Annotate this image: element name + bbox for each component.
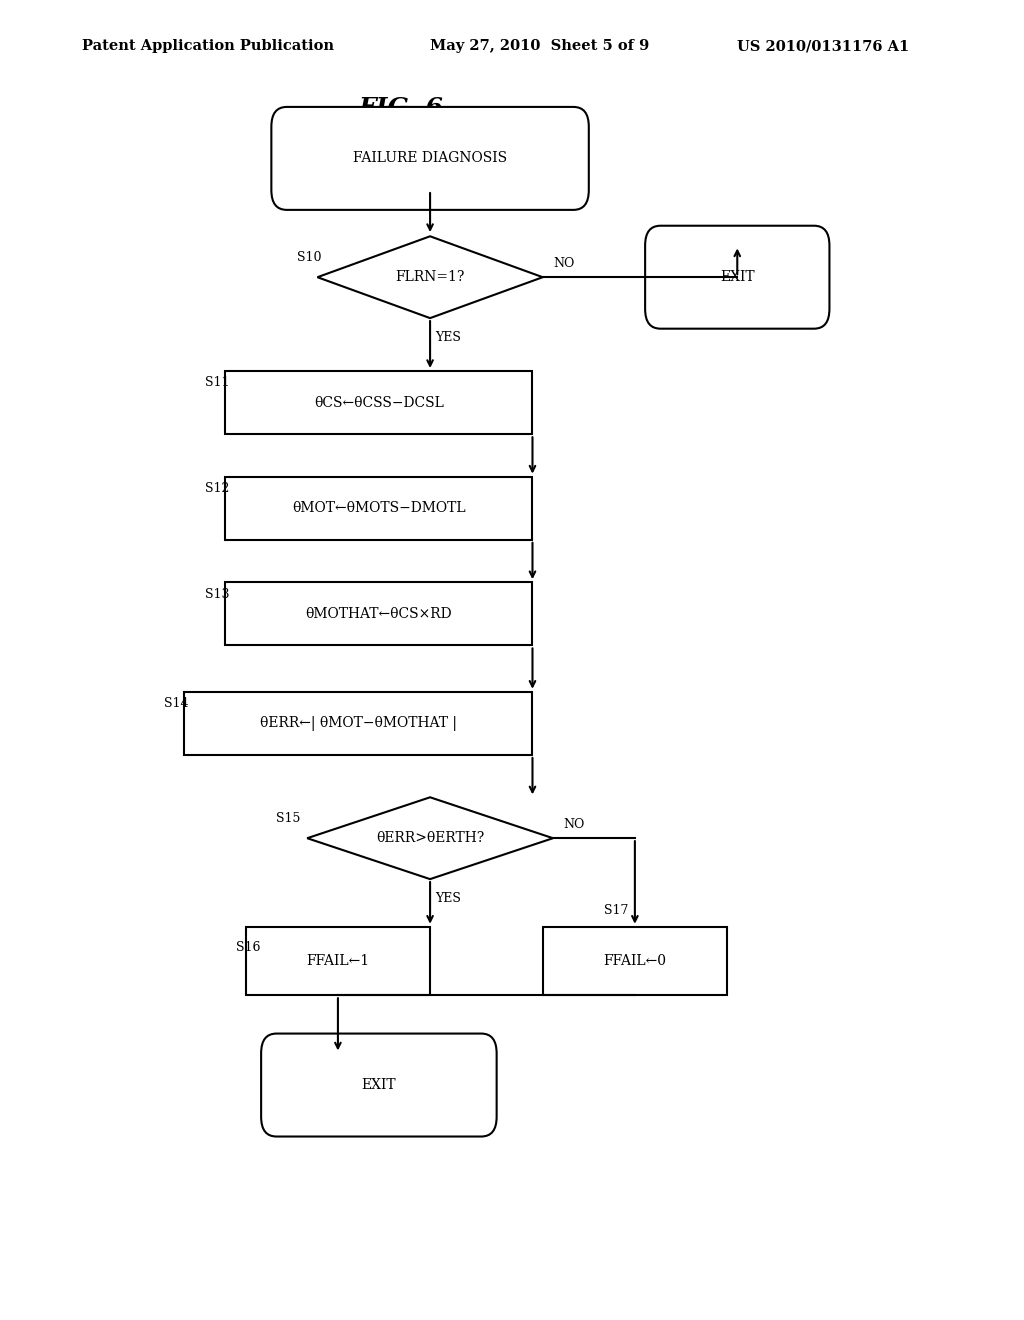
- Text: FFAIL←1: FFAIL←1: [306, 954, 370, 968]
- Text: θERR>θERTH?: θERR>θERTH?: [376, 832, 484, 845]
- Bar: [543, 927, 727, 995]
- Text: S14: S14: [164, 697, 188, 710]
- Bar: [225, 371, 532, 434]
- Text: S13: S13: [205, 587, 229, 601]
- Polygon shape: [307, 797, 553, 879]
- Text: θERR←| θMOT−θMOTHAT |: θERR←| θMOT−θMOTHAT |: [260, 715, 457, 731]
- Text: NO: NO: [563, 817, 585, 830]
- Text: θCS←θCSS−DCSL: θCS←θCSS−DCSL: [314, 396, 443, 409]
- Text: θMOT←θMOTS−DMOTL: θMOT←θMOTS−DMOTL: [292, 502, 466, 515]
- Text: YES: YES: [435, 330, 461, 343]
- Text: YES: YES: [435, 891, 461, 904]
- Text: S17: S17: [604, 904, 629, 917]
- Text: May 27, 2010  Sheet 5 of 9: May 27, 2010 Sheet 5 of 9: [430, 40, 649, 53]
- Polygon shape: [317, 236, 543, 318]
- Text: Patent Application Publication: Patent Application Publication: [82, 40, 334, 53]
- Text: S15: S15: [276, 812, 301, 825]
- Text: S16: S16: [236, 941, 260, 954]
- Bar: [246, 927, 430, 995]
- Text: FIG. 6: FIG. 6: [358, 96, 443, 120]
- FancyBboxPatch shape: [271, 107, 589, 210]
- Text: NO: NO: [553, 256, 574, 269]
- Text: S10: S10: [297, 251, 322, 264]
- FancyBboxPatch shape: [645, 226, 829, 329]
- Text: θMOTHAT←θCS×RD: θMOTHAT←θCS×RD: [305, 607, 453, 620]
- Text: S11: S11: [205, 376, 229, 389]
- Text: FLRN=1?: FLRN=1?: [395, 271, 465, 284]
- Text: FFAIL←0: FFAIL←0: [603, 954, 667, 968]
- Text: S12: S12: [205, 482, 229, 495]
- FancyBboxPatch shape: [261, 1034, 497, 1137]
- Bar: [225, 582, 532, 645]
- Text: FAILURE DIAGNOSIS: FAILURE DIAGNOSIS: [353, 152, 507, 165]
- Bar: [225, 477, 532, 540]
- Text: EXIT: EXIT: [720, 271, 755, 284]
- Text: EXIT: EXIT: [361, 1078, 396, 1092]
- Text: US 2010/0131176 A1: US 2010/0131176 A1: [737, 40, 909, 53]
- Bar: [184, 692, 532, 755]
